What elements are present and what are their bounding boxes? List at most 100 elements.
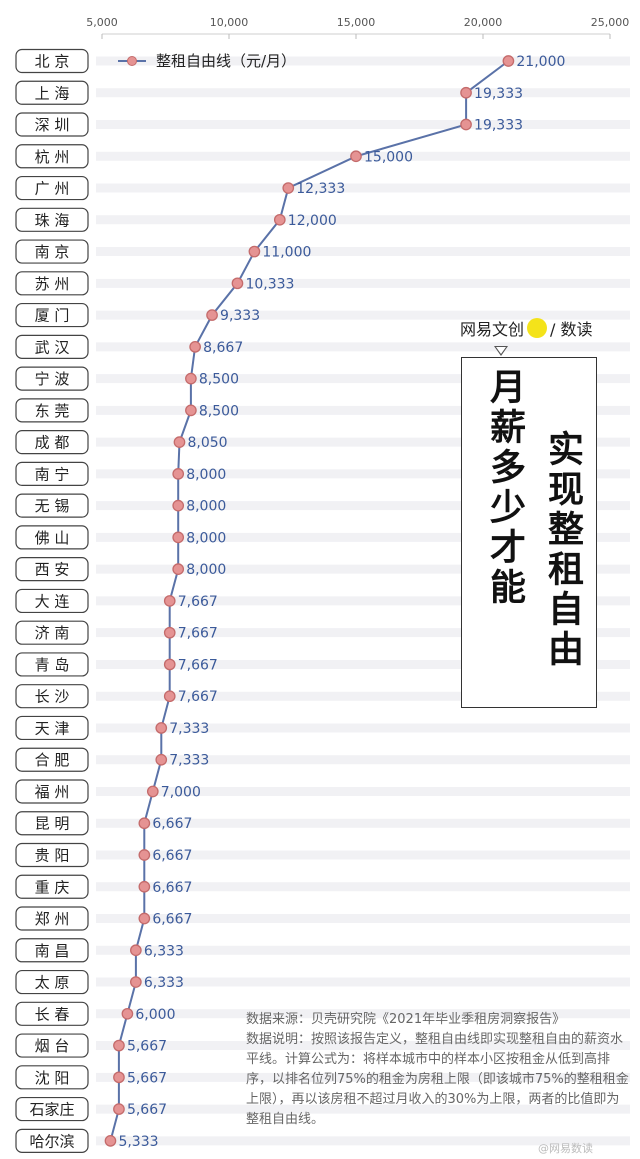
city-label-box [15,1001,89,1026]
city-label: 石家庄 [29,1101,74,1119]
city-label: 西 安 [35,561,70,579]
data-point [155,753,168,766]
city-label-box [15,1096,89,1122]
brand-logo: 网易文创 / 数读 [460,316,593,340]
city-label: 武 汉 [35,338,70,356]
data-point [172,499,185,512]
city-label: 大 连 [35,592,70,610]
data-point [130,976,142,988]
data-point [248,245,261,258]
data-point [121,1007,134,1020]
city-label-box [15,1128,89,1153]
data-point [231,277,244,290]
data-point [185,404,197,417]
city-label-box [15,684,89,709]
city-label: 青 岛 [35,656,70,674]
city-label-box [15,525,89,550]
city-label-box [15,430,89,455]
x-tick-label: 20,000 [464,16,503,29]
data-point [138,817,151,830]
x-tick-label: 25,000 [591,16,630,29]
city-label: 宁 波 [35,370,70,388]
headline-box [461,357,597,708]
x-tick-label: 10,000 [210,16,249,29]
city-label-box [15,334,89,359]
city-label-box [15,715,89,741]
city-label: 昆 明 [35,815,70,833]
data-point [206,309,218,321]
data-value-label: 5,333 [118,1134,158,1150]
data-value-label: 19,333 [474,118,523,134]
data-value-label: 6,333 [144,943,184,959]
city-label-box [15,938,89,963]
data-value-label: 7,667 [178,594,218,610]
legend-marker-icon [118,55,146,66]
city-label-box [15,747,89,772]
data-value-label: 7,000 [161,784,201,800]
data-value-label: 7,333 [169,753,209,769]
brand-dot-icon [527,318,548,338]
headline-line-2: 实现整租自由 [542,430,583,670]
city-label-box [15,207,89,232]
city-label-box [15,302,89,328]
brand-text-left: 网易文创 [460,320,525,339]
data-value-label: 11,000 [262,245,311,261]
data-value-label: 12,000 [288,213,337,229]
city-label: 南 京 [35,243,70,261]
data-explanation: 数据说明：按照该报告定义，整租自由线即实现整租自由的薪资水平线。计算公式为：将样… [246,1032,629,1127]
city-label: 上 海 [35,84,70,102]
city-label: 东 莞 [35,402,70,420]
city-label-box [15,239,89,264]
city-label-box [15,398,89,423]
data-point [189,340,201,353]
city-label-box [15,366,89,391]
city-label: 沈 阳 [35,1069,70,1087]
data-point [185,372,197,385]
city-label-box [15,48,89,74]
data-value-label: 8,500 [199,372,239,388]
city-label-box [15,906,89,931]
data-point [130,944,142,957]
data-value-label: 8,000 [186,562,226,578]
city-label-box [15,811,89,836]
data-point [138,912,151,925]
data-point [113,1071,125,1084]
data-point [163,658,176,671]
city-label-box [15,842,89,868]
data-value-label: 12,333 [296,181,345,197]
pointer-triangle-icon [494,346,508,356]
city-label-box [15,588,89,614]
data-point [460,86,472,99]
city-label: 杭 州 [35,148,70,166]
data-point [460,118,472,131]
data-value-label: 8,050 [187,435,227,451]
data-point [172,563,185,576]
data-value-label: 19,333 [474,86,523,102]
x-tick-label: 15,000 [337,16,376,29]
city-label-box [15,1033,89,1058]
data-point [273,213,286,226]
city-label: 佛 山 [35,529,70,547]
city-label: 天 津 [35,719,70,737]
data-point [163,690,176,703]
data-value-label: 6,667 [152,848,192,864]
data-point [155,722,168,734]
city-label: 珠 海 [35,211,70,229]
city-label: 济 南 [35,624,70,642]
data-point [173,436,186,448]
city-label: 南 宁 [35,465,70,483]
city-label: 广 州 [35,180,70,198]
data-point [172,531,185,544]
data-value-label: 7,667 [178,657,218,673]
data-value-label: 10,333 [245,276,294,292]
city-label-box [15,969,89,995]
data-value-label: 7,333 [169,721,209,737]
brand-text-right: / 数读 [550,320,593,339]
data-point [104,1134,117,1147]
data-point [163,626,176,639]
city-label-box [15,652,89,677]
data-value-label: 7,667 [178,689,218,705]
data-value-label: 5,667 [127,1070,167,1086]
data-value-label: 15,000 [364,149,413,165]
